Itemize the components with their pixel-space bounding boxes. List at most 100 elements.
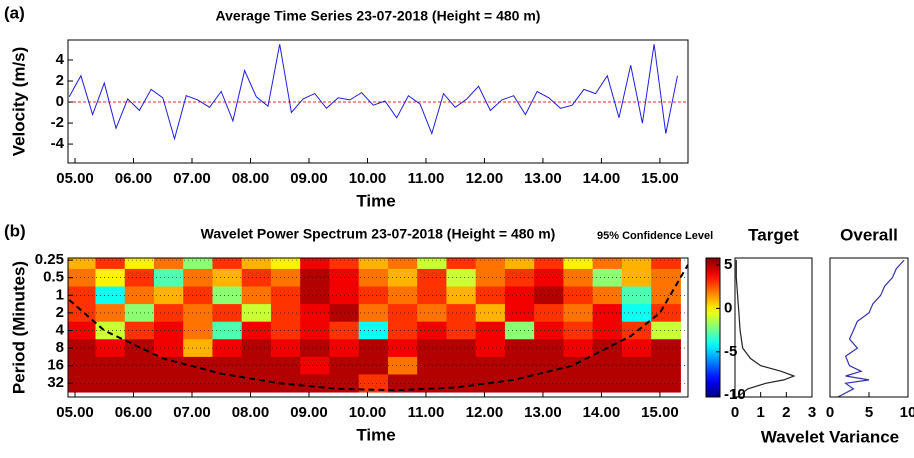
y-tick-label: 0 <box>56 93 64 110</box>
panel-title: Target <box>748 225 799 244</box>
x-tick-label: 13.00 <box>524 404 562 421</box>
heat-cell <box>475 286 506 305</box>
x-tick-label: 10.00 <box>349 404 387 421</box>
heat-cell <box>358 339 389 358</box>
heat-cell <box>358 356 389 375</box>
heat-cell <box>504 304 535 323</box>
heat-cell <box>270 258 301 270</box>
heat-cell <box>212 356 243 375</box>
heat-cell <box>563 374 594 393</box>
x-tick-label: 11.00 <box>408 170 445 187</box>
heat-cell <box>563 268 594 288</box>
heat-cell <box>446 356 477 375</box>
x-tick-label: 14.00 <box>583 170 621 187</box>
heat-cell <box>475 268 506 288</box>
x-tick-label: 12.00 <box>466 404 504 421</box>
x-tick-label: 07.00 <box>173 170 211 187</box>
x-tick-label: 5 <box>865 404 873 421</box>
heat-cell <box>300 304 330 323</box>
heat-cell <box>124 321 155 340</box>
heat-cell <box>651 374 681 393</box>
heat-cell <box>446 258 477 270</box>
heat-cell <box>183 286 213 305</box>
heat-cell <box>417 258 447 270</box>
x-tick-label: 06.00 <box>115 170 153 187</box>
heat-cell <box>270 304 301 323</box>
heat-cell <box>563 321 594 340</box>
x-tick-label: 2 <box>782 404 790 421</box>
heat-cell <box>563 304 594 323</box>
heat-cell <box>475 356 506 375</box>
x-tick-label: 08.00 <box>232 170 270 187</box>
heat-cell <box>300 321 330 340</box>
heat-cell <box>446 321 477 340</box>
heat-cell <box>95 304 126 323</box>
heat-cell <box>212 321 243 340</box>
x-tick-label: 14.00 <box>583 404 621 421</box>
heat-cell <box>241 258 272 270</box>
heat-cell <box>183 321 213 340</box>
heat-cell <box>534 286 564 305</box>
x-tick-label: 07.00 <box>173 404 211 421</box>
heat-cell <box>68 268 96 288</box>
heat-cell <box>212 258 243 270</box>
heat-cell <box>534 356 564 375</box>
x-tick-label: 08.00 <box>232 404 270 421</box>
heat-cell <box>212 304 243 323</box>
heat-cell <box>183 374 213 393</box>
heat-cell <box>95 374 126 393</box>
panel-title: Overall <box>840 225 898 244</box>
heat-cell <box>95 321 126 340</box>
y-tick-label: 1 <box>56 286 64 303</box>
confidence-note: 95% Confidence Level <box>597 230 713 242</box>
x-tick-label: 1 <box>756 404 764 421</box>
heat-cell <box>621 258 652 270</box>
heat-cell <box>563 258 594 270</box>
chart-title: Wavelet Power Spectrum 23-07-2018 (Heigh… <box>201 226 556 242</box>
heat-cell <box>592 356 623 375</box>
plot-frame <box>734 257 813 398</box>
y-tick-label: 0.25 <box>35 251 64 268</box>
y-tick-label: 2 <box>56 304 64 321</box>
heat-cell <box>592 258 623 270</box>
heat-cell <box>95 356 126 375</box>
heat-cell <box>534 304 564 323</box>
heat-cell <box>387 286 418 305</box>
x-tick-label: 12.00 <box>466 170 504 187</box>
heat-cell <box>651 268 681 288</box>
y-tick-label: 32 <box>47 374 64 391</box>
x-tick-label: 3 <box>808 404 816 421</box>
heat-cell <box>504 339 535 358</box>
heat-cell <box>358 321 389 340</box>
y-tick-label: 0.5 <box>43 269 64 286</box>
heat-cell <box>95 286 126 305</box>
heat-cell <box>68 304 96 323</box>
heat-cell <box>475 304 506 323</box>
heat-cell <box>329 258 360 270</box>
heat-cell <box>534 339 564 358</box>
heat-cell <box>124 286 155 305</box>
heat-cell <box>504 374 535 393</box>
heat-cell <box>563 286 594 305</box>
variance-line <box>735 260 796 397</box>
x-axis-label: Wavelet Variance <box>761 427 899 446</box>
heat-cell <box>358 268 389 288</box>
heat-cell <box>387 321 418 340</box>
heat-cell <box>68 339 96 358</box>
heat-cell <box>183 304 213 323</box>
heat-cell <box>124 339 155 358</box>
y-tick-label: 16 <box>47 357 64 374</box>
heat-cell <box>95 258 126 270</box>
variance-line <box>837 259 905 397</box>
heat-cell <box>592 374 623 393</box>
colorbar <box>705 257 721 398</box>
y-tick-label: 8 <box>56 339 64 356</box>
heat-cell <box>446 268 477 288</box>
y-tick-label: 4 <box>56 321 65 338</box>
plot-frame <box>829 257 909 398</box>
x-tick-label: 11.00 <box>408 404 445 421</box>
heat-cell <box>270 268 301 288</box>
x-tick-label: 10 <box>900 404 914 421</box>
heat-cell <box>300 356 330 375</box>
